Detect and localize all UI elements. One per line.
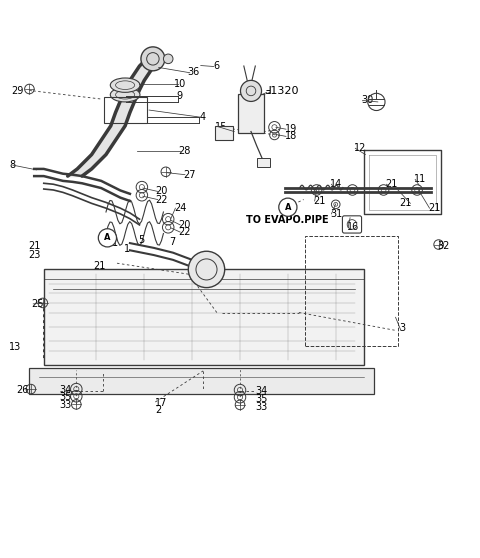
Text: 21: 21 [28, 242, 41, 252]
Text: 23: 23 [28, 249, 41, 259]
Text: 8: 8 [9, 160, 15, 170]
Text: 21: 21 [428, 203, 441, 213]
Text: TO EVAPO.PIPE: TO EVAPO.PIPE [246, 215, 329, 225]
Text: 12: 12 [354, 143, 366, 153]
Text: 15: 15 [215, 122, 228, 132]
Text: 21: 21 [399, 199, 412, 208]
Text: 26: 26 [16, 385, 29, 395]
Text: 21: 21 [385, 179, 397, 189]
Text: 9: 9 [177, 91, 183, 101]
Text: 20: 20 [155, 186, 167, 196]
Text: 36: 36 [187, 68, 200, 77]
Text: 7: 7 [169, 237, 175, 247]
Circle shape [163, 54, 173, 64]
Ellipse shape [110, 78, 140, 92]
Text: 28: 28 [179, 146, 191, 156]
FancyBboxPatch shape [29, 368, 374, 394]
Text: 3: 3 [399, 323, 406, 333]
Text: A: A [285, 203, 291, 211]
Text: 35: 35 [60, 392, 72, 402]
Ellipse shape [110, 88, 140, 102]
FancyBboxPatch shape [215, 126, 233, 140]
Text: 22: 22 [179, 227, 191, 237]
Text: 17: 17 [156, 398, 168, 408]
Text: 22: 22 [155, 195, 168, 205]
Text: 4: 4 [199, 112, 205, 122]
Text: 34: 34 [256, 386, 268, 396]
Text: 29: 29 [11, 86, 24, 96]
FancyBboxPatch shape [238, 94, 264, 133]
Text: 21: 21 [93, 261, 106, 271]
Text: 33: 33 [60, 400, 72, 410]
Text: 20: 20 [179, 220, 191, 230]
Text: 21: 21 [313, 196, 325, 206]
Circle shape [279, 198, 297, 217]
Text: 19: 19 [285, 124, 297, 134]
Text: Ⅎ1320: Ⅎ1320 [265, 86, 300, 96]
Text: 27: 27 [183, 170, 196, 180]
Text: 24: 24 [174, 203, 186, 213]
Text: 11: 11 [414, 175, 426, 185]
Circle shape [188, 251, 225, 287]
Polygon shape [44, 270, 364, 365]
Text: 1: 1 [124, 244, 130, 254]
Text: 13: 13 [9, 342, 22, 352]
Text: 31: 31 [330, 209, 342, 219]
Circle shape [240, 80, 262, 102]
Text: 6: 6 [214, 61, 220, 71]
Text: 25: 25 [31, 299, 43, 309]
Text: A: A [104, 233, 111, 242]
Text: 30: 30 [361, 95, 373, 105]
Text: 35: 35 [256, 393, 268, 403]
Text: 33: 33 [256, 402, 268, 412]
Text: 34: 34 [60, 385, 72, 395]
Circle shape [141, 47, 165, 71]
Text: 5: 5 [139, 235, 145, 245]
Text: 14: 14 [330, 179, 342, 189]
Text: 1: 1 [112, 238, 118, 248]
FancyBboxPatch shape [257, 158, 270, 166]
Text: 18: 18 [285, 131, 297, 141]
Text: 16: 16 [347, 222, 359, 232]
Circle shape [98, 229, 117, 247]
Text: 2: 2 [156, 405, 162, 415]
Text: 10: 10 [174, 79, 187, 89]
Text: 32: 32 [438, 242, 450, 252]
